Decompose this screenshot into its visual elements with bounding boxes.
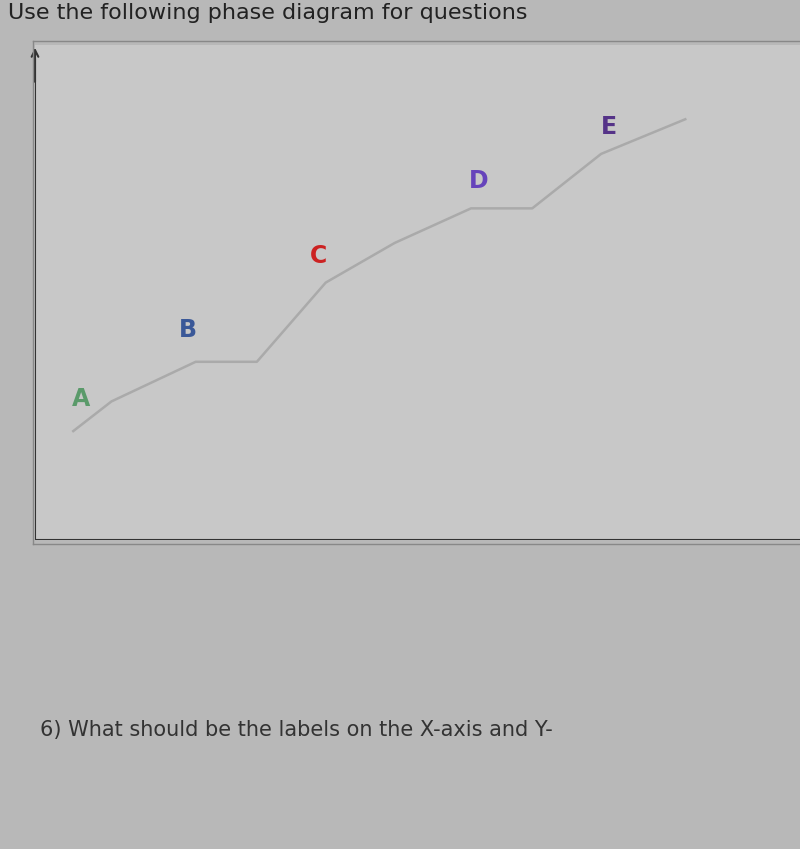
Text: 6) What should be the labels on the X-axis and Y-: 6) What should be the labels on the X-ax…: [40, 720, 553, 740]
Text: Use the following phase diagram for questions: Use the following phase diagram for ques…: [8, 3, 527, 23]
Text: D: D: [469, 170, 489, 194]
Text: E: E: [601, 115, 617, 139]
Text: B: B: [179, 318, 197, 342]
Text: C: C: [310, 244, 326, 267]
Text: A: A: [72, 387, 90, 411]
